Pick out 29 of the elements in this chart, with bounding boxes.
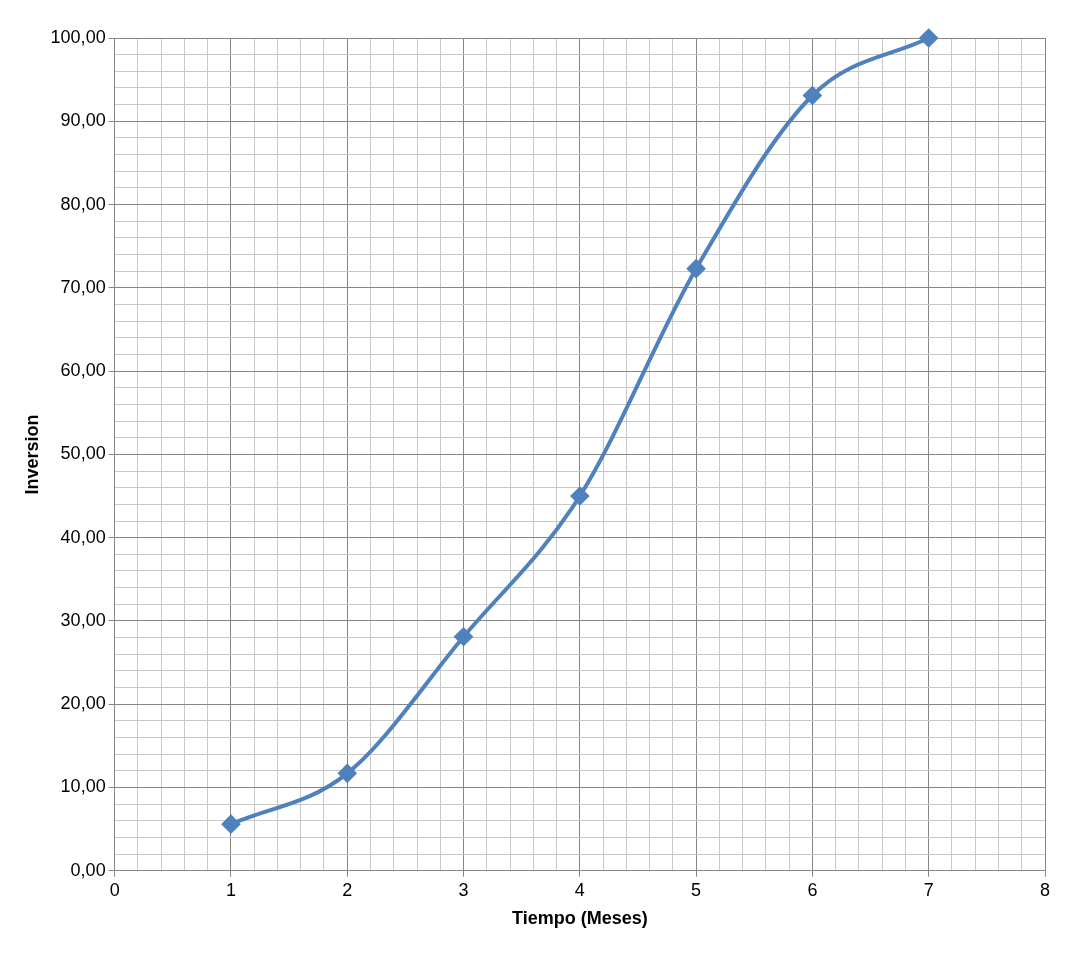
y-tick-label: 90,00 xyxy=(60,110,106,131)
y-tick-label: 20,00 xyxy=(60,693,106,714)
x-tick-label: 2 xyxy=(342,879,353,900)
y-tick-label: 70,00 xyxy=(60,276,106,297)
x-tick-label: 5 xyxy=(691,879,702,900)
y-tick-label: 0,00 xyxy=(70,859,106,880)
x-tick-label: 4 xyxy=(574,879,585,900)
x-axis-title: Tiempo (Meses) xyxy=(511,908,648,929)
y-tick-label: 60,00 xyxy=(60,360,106,381)
y-tick-label: 50,00 xyxy=(60,443,106,464)
y-tick-label: 80,00 xyxy=(60,193,106,214)
point xyxy=(221,815,240,834)
y-tick-label: 10,00 xyxy=(60,776,106,797)
x-tick-label: 8 xyxy=(1039,879,1051,900)
y-tick-label: 30,00 xyxy=(60,609,106,630)
point xyxy=(687,259,706,278)
x-tick-label: 1 xyxy=(225,879,236,900)
x-tick-label: 6 xyxy=(807,879,818,900)
point xyxy=(454,627,473,646)
y-tick-label: 40,00 xyxy=(60,526,106,547)
point xyxy=(338,764,357,783)
y-tick-label: 100,00 xyxy=(50,26,106,47)
x-tick-label: 3 xyxy=(458,879,469,900)
point xyxy=(803,86,822,105)
x-tick-label: 7 xyxy=(923,879,934,900)
point xyxy=(570,487,589,506)
point xyxy=(919,29,938,47)
y-axis-title: Inversion xyxy=(21,414,42,495)
x-tick-label: 0 xyxy=(109,879,120,900)
